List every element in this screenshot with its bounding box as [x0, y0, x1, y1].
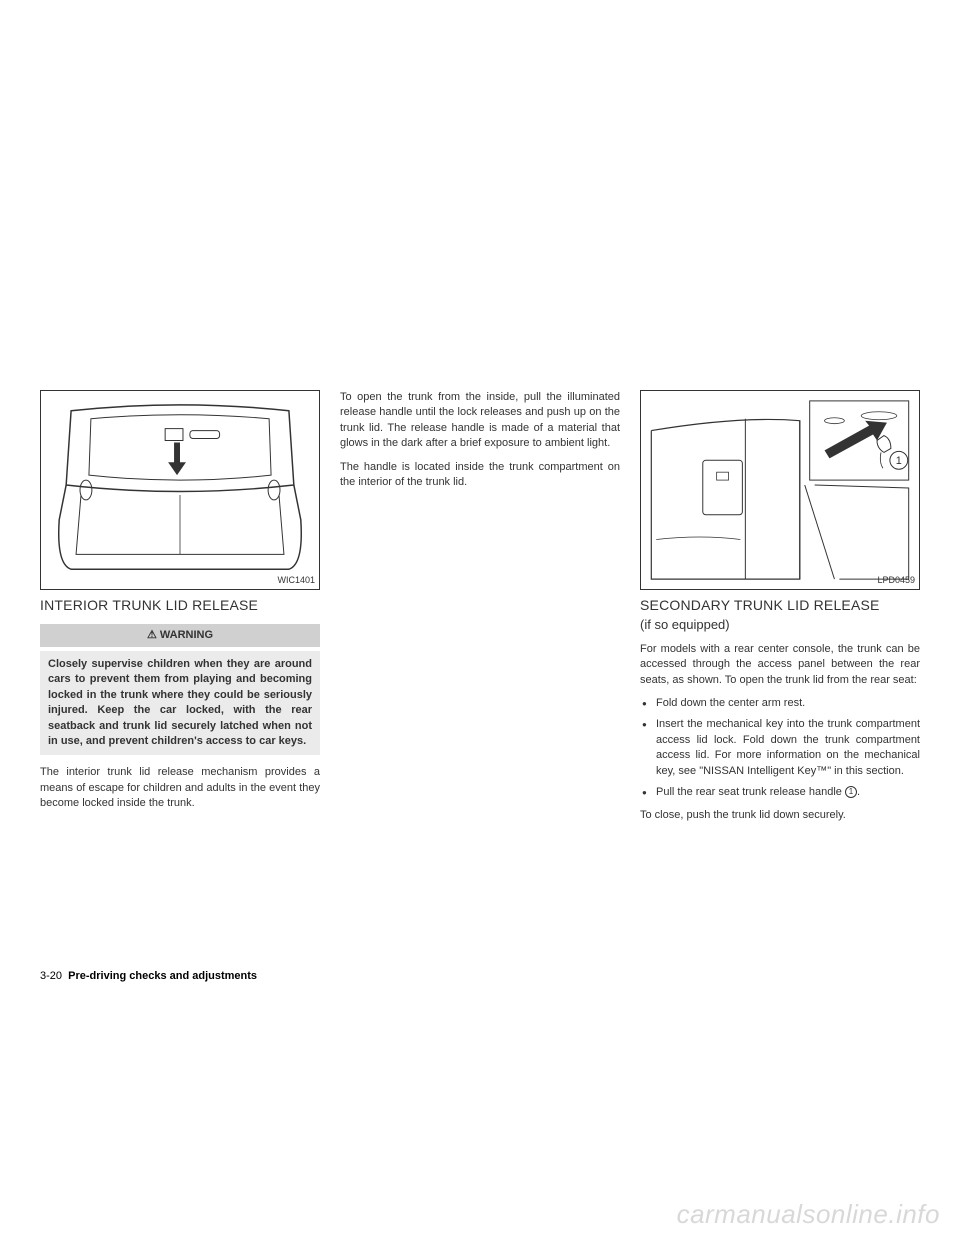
col3-para2: To close, push the trunk lid down secure…	[640, 808, 920, 823]
bullet3-suffix: .	[857, 786, 860, 798]
subheading-if-equipped: (if so equipped)	[640, 616, 920, 634]
page-number: 3-20	[40, 970, 62, 982]
page-content: WIC1401 INTERIOR TRUNK LID RELEASE ⚠ WAR…	[40, 390, 920, 832]
col2-para1: To open the trunk from the inside, pull …	[340, 390, 620, 452]
page-footer: 3-20 Pre-driving checks and adjustments	[40, 970, 257, 982]
warning-body: Closely supervise children when they are…	[40, 651, 320, 755]
footer-section-title: Pre-driving checks and adjustments	[68, 970, 257, 982]
col2-para2: The handle is located inside the trunk c…	[340, 460, 620, 491]
list-item: Pull the rear seat trunk release handle …	[640, 785, 920, 800]
list-item: Fold down the center arm rest.	[640, 696, 920, 711]
circled-number-icon: 1	[845, 786, 857, 798]
heading-secondary-release: SECONDARY TRUNK LID RELEASE	[640, 596, 920, 616]
secondary-release-illustration: 1	[641, 391, 919, 589]
col3-para1: For models with a rear center console, t…	[640, 642, 920, 688]
heading-interior-release: INTERIOR TRUNK LID RELEASE	[40, 596, 320, 616]
column-right: 1 LPD0459 SECONDARY TRUNK LID RELEASE (i…	[640, 390, 920, 832]
figure-trunk-interior: WIC1401	[40, 390, 320, 590]
figure-code-2: LPD0459	[877, 574, 915, 587]
column-left: WIC1401 INTERIOR TRUNK LID RELEASE ⚠ WAR…	[40, 390, 320, 832]
warning-icon: ⚠	[147, 629, 157, 641]
column-middle: To open the trunk from the inside, pull …	[340, 390, 620, 832]
trunk-lid-illustration	[41, 391, 319, 589]
figure-code-1: WIC1401	[277, 574, 315, 587]
col1-para1: The interior trunk lid release mechanism…	[40, 765, 320, 811]
warning-label: ⚠ WARNING	[40, 624, 320, 647]
bullet3-text: Pull the rear seat trunk release handle	[656, 786, 842, 798]
list-item: Insert the mechanical key into the trunk…	[640, 717, 920, 779]
figure-secondary-release: 1 LPD0459	[640, 390, 920, 590]
watermark: carmanualsonline.info	[677, 1199, 940, 1230]
callout-1: 1	[896, 455, 902, 467]
warning-label-text: WARNING	[160, 629, 213, 641]
bullet-list: Fold down the center arm rest. Insert th…	[640, 696, 920, 800]
